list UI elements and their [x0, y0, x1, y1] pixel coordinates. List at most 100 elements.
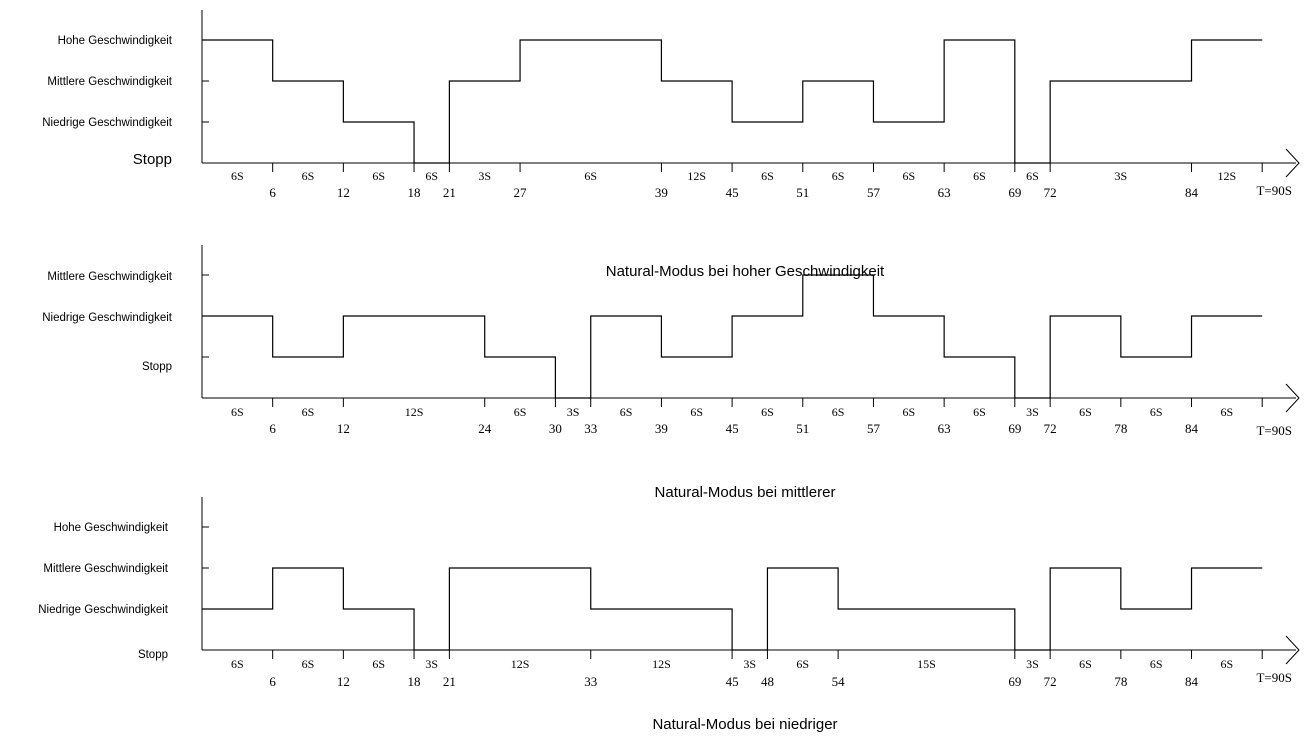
interval-duration-label: 15S [917, 657, 936, 671]
interval-duration-label: 6S [1150, 657, 1163, 671]
time-tick-label: 27 [514, 185, 528, 200]
time-tick-label: 57 [867, 185, 881, 200]
interval-duration-label: 3S [743, 657, 756, 671]
time-axis-arrow-icon [1285, 148, 1300, 178]
time-tick-label: 84 [1185, 674, 1199, 689]
interval-duration-label: 6S [1026, 169, 1039, 183]
chart-caption: Natural-Modus bei niedriger [652, 716, 837, 733]
time-tick-label: 6 [269, 421, 276, 436]
time-tick-label: 72 [1044, 421, 1057, 436]
time-tick-label: 21 [443, 674, 456, 689]
low-speed-natural-mode-chart: Stopp Niedrige Geschwindigkeit Mittlere Ge… [38, 497, 1300, 733]
interval-duration-label: 6S [832, 405, 845, 419]
high-speed-natural-mode-chart: Stopp Niedrige Geschwindigkeit Mittlere Ge… [42, 10, 1300, 280]
interval-duration-label: 12S [511, 657, 530, 671]
interval-duration-label: 6S [973, 405, 986, 419]
time-tick-label: 45 [726, 421, 739, 436]
time-tick-label: 33 [584, 674, 597, 689]
time-tick-label: 24 [478, 421, 492, 436]
time-tick-label: 57 [867, 421, 881, 436]
time-tick-label: 72 [1044, 185, 1057, 200]
y-level-label: Niedrige Geschwindigkeit [38, 604, 169, 616]
time-tick-label: 54 [832, 674, 846, 689]
interval-duration-label: 6S [902, 405, 915, 419]
y-level-label: Mittlere Geschwindigkeit [43, 563, 168, 575]
y-level-label: Hohe Geschwindigkeit [54, 522, 169, 534]
medium-speed-natural-mode-chart: Stopp Niedrige Geschwindigkeit Mittlere Ge… [42, 245, 1300, 501]
chart-caption: Natural-Modus bei hoher Geschwindigkeit [606, 263, 885, 280]
speed-waveform [202, 39, 1263, 164]
interval-duration-label: 12S [405, 405, 424, 419]
interval-duration-label: 12S [652, 657, 671, 671]
interval-duration-label: 6S [620, 405, 633, 419]
interval-duration-label: 6S [231, 169, 244, 183]
time-tick-label: 84 [1185, 185, 1199, 200]
time-tick-label: 45 [726, 674, 739, 689]
end-time-label: T=90S [1256, 670, 1292, 685]
interval-duration-label: 6S [1221, 405, 1234, 419]
interval-duration-label: 12S [687, 169, 706, 183]
time-tick-label: 78 [1114, 421, 1127, 436]
time-tick-label: 48 [761, 674, 774, 689]
time-tick-label: 6 [269, 674, 276, 689]
time-tick-label: 72 [1044, 674, 1057, 689]
end-time-label: T=90S [1256, 183, 1292, 198]
time-tick-label: 30 [549, 421, 562, 436]
time-tick-label: 78 [1114, 674, 1127, 689]
interval-duration-label: 6S [690, 405, 703, 419]
time-tick-label: 6 [269, 185, 276, 200]
time-tick-label: 51 [796, 421, 809, 436]
interval-duration-label: 6S [372, 169, 385, 183]
interval-duration-label: 6S [302, 657, 315, 671]
interval-duration-label: 6S [372, 657, 385, 671]
interval-duration-label: 6S [302, 169, 315, 183]
time-tick-label: 33 [584, 421, 597, 436]
interval-duration-label: 6S [761, 169, 774, 183]
y-level-label: Stopp [133, 151, 172, 168]
time-tick-label: 69 [1008, 421, 1021, 436]
interval-duration-label: 6S [796, 657, 809, 671]
time-tick-label: 84 [1185, 421, 1199, 436]
time-axis-arrow-icon [1285, 635, 1300, 665]
interval-duration-label: 6S [1079, 657, 1092, 671]
interval-duration-label: 6S [973, 169, 986, 183]
interval-duration-label: 3S [567, 405, 580, 419]
y-level-label: Mittlere Geschwindigkeit [47, 271, 172, 283]
time-tick-label: 69 [1008, 185, 1021, 200]
y-level-label: Niedrige Geschwindigkeit [42, 312, 173, 324]
interval-duration-label: 6S [832, 169, 845, 183]
interval-duration-label: 6S [1150, 405, 1163, 419]
y-level-label: Hohe Geschwindigkeit [58, 35, 173, 47]
interval-duration-label: 6S [902, 169, 915, 183]
time-tick-label: 69 [1008, 674, 1021, 689]
interval-duration-label: 3S [1114, 169, 1127, 183]
y-level-label: Niedrige Geschwindigkeit [42, 117, 173, 129]
interval-duration-label: 6S [1221, 657, 1234, 671]
time-tick-label: 51 [796, 185, 809, 200]
time-tick-label: 63 [938, 421, 951, 436]
time-tick-label: 18 [408, 185, 421, 200]
y-level-label: Stopp [138, 649, 168, 661]
time-tick-label: 63 [938, 185, 951, 200]
time-tick-label: 18 [408, 674, 421, 689]
interval-duration-label: 6S [514, 405, 527, 419]
time-tick-label: 45 [726, 185, 739, 200]
interval-duration-label: 6S [425, 169, 438, 183]
time-tick-label: 12 [337, 674, 350, 689]
time-tick-label: 12 [337, 185, 350, 200]
y-level-label: Mittlere Geschwindigkeit [47, 76, 172, 88]
end-time-label: T=90S [1256, 423, 1292, 438]
interval-duration-label: 12S [1218, 169, 1237, 183]
interval-duration-label: 3S [1026, 405, 1039, 419]
interval-duration-label: 3S [1026, 657, 1039, 671]
time-tick-label: 39 [655, 421, 668, 436]
y-level-label: Stopp [142, 361, 172, 373]
chart-caption: Natural-Modus bei mittlerer [655, 484, 836, 501]
time-tick-label: 12 [337, 421, 350, 436]
interval-duration-label: 3S [425, 657, 438, 671]
speed-waveform [202, 567, 1263, 651]
interval-duration-label: 6S [1079, 405, 1092, 419]
interval-duration-label: 6S [302, 405, 315, 419]
interval-duration-label: 6S [761, 405, 774, 419]
speed-waveform [202, 274, 1263, 399]
